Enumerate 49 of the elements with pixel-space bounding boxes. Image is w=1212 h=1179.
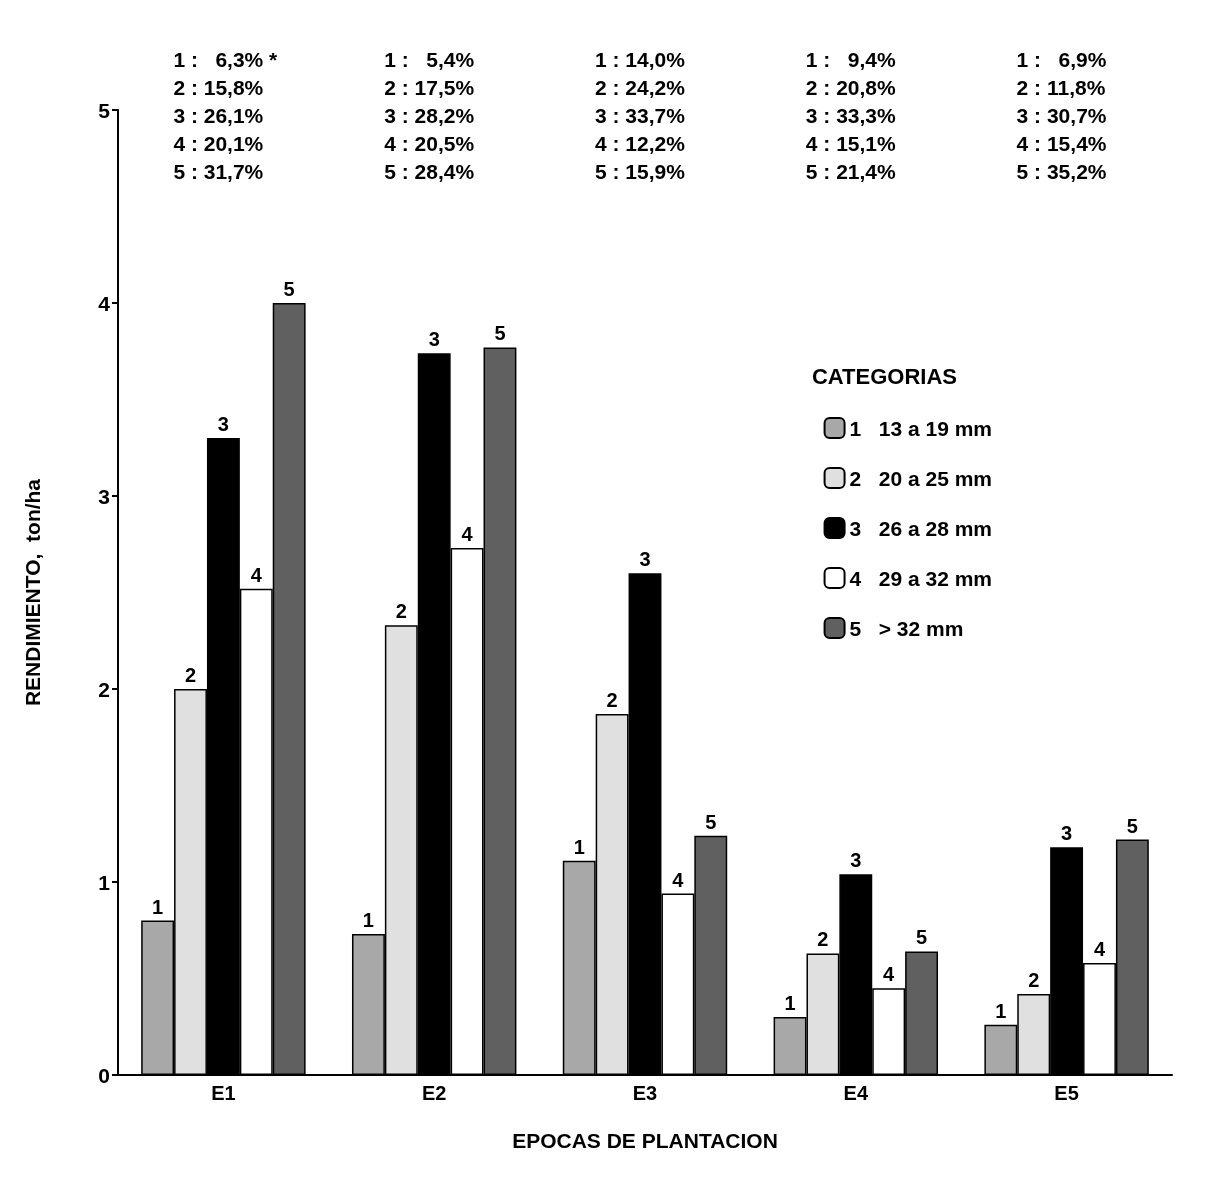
annotation: 4 — [461, 523, 474, 546]
annotation: 4 — [1093, 938, 1106, 961]
annotation: 1 — [362, 909, 374, 932]
annotation: 3 — [1061, 822, 1073, 845]
annotation: 1 : 9,4% 2 : 20,8% 3 : 33,3% 4 : 15,1% 5 : 21,4% — [805, 47, 897, 183]
annotation: 5 — [916, 926, 928, 949]
annotation: 1 : 6,3% * 2 : 15,8% 3 : 26,1% 4 : 20,1% 5 : 31,7% — [173, 47, 279, 183]
annotation: 3 — [428, 328, 440, 351]
annotation: 1 — [995, 999, 1007, 1022]
annotation: 2 — [184, 664, 197, 686]
y-tick-label: 3 — [98, 484, 110, 508]
x-tick-label: E4 — [843, 1082, 869, 1104]
annotation: 1 — [573, 835, 585, 858]
annotation: 5 — [494, 322, 506, 345]
annotation: 2 — [606, 689, 618, 712]
annotation: 5 — [283, 278, 295, 300]
legend-label: 3 26 a 28 mm — [849, 516, 993, 540]
legend-label: 1 13 a 19 mm — [849, 416, 993, 440]
annotation: 4 — [250, 563, 263, 586]
annotation: 1 : 5,4% 2 : 17,5% 3 : 28,2% 4 : 20,5% 5 : 28,4% — [384, 47, 475, 183]
y-tick-label: 4 — [98, 291, 111, 315]
x-tick-label: E5 — [1054, 1082, 1079, 1104]
x-tick-label: E1 — [211, 1082, 236, 1104]
annotation: 1 : 14,0% 2 : 24,2% 3 : 33,7% 4 : 12,2% 5 : 15,9% — [595, 47, 686, 183]
x-tick-label: E3 — [632, 1082, 658, 1104]
annotation: 2 — [817, 928, 829, 951]
legend-label: 5 > 32 mm — [849, 616, 964, 640]
annotation: 3 — [217, 413, 229, 436]
y-tick-label: 0 — [98, 1063, 110, 1087]
annotation: 2 — [1028, 968, 1040, 991]
annotation: 4 — [883, 963, 896, 986]
legend-label: 2 20 a 25 mm — [849, 466, 993, 490]
legend-label: 4 29 a 32 mm — [849, 566, 993, 590]
y-tick-label: 2 — [98, 677, 110, 701]
y-tick-label: 5 — [98, 98, 111, 122]
annotation: 2 — [395, 600, 407, 623]
annotation: 3 — [639, 548, 651, 571]
annotation: 5 — [1126, 814, 1138, 837]
x-tick-label: E2 — [421, 1082, 447, 1104]
annotation: 3 — [850, 849, 862, 872]
legend-title: CATEGORIAS — [811, 363, 958, 389]
annotation: 1 — [152, 895, 164, 918]
y-axis-title: RENDIMIENTO, ton/ha — [21, 478, 44, 707]
x-axis-title: EPOCAS DE PLANTACION — [512, 1129, 778, 1152]
annotation: 4 — [672, 868, 685, 891]
y-tick-label: 1 — [98, 870, 111, 894]
annotation: 1 : 6,9% 2 : 11,8% 3 : 30,7% 4 : 15,4% 5 : 35,2% — [1016, 47, 1107, 183]
annotation: 1 — [784, 992, 796, 1015]
annotation: 5 — [705, 810, 717, 833]
